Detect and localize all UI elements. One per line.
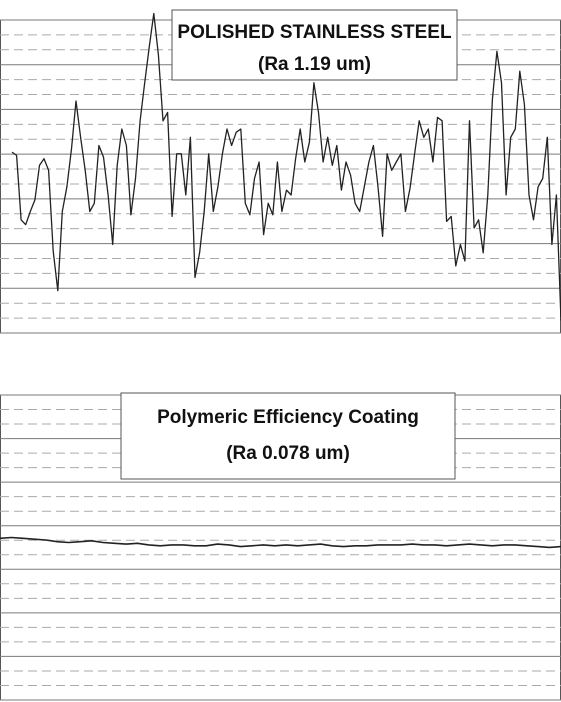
chart-title: POLISHED STAINLESS STEEL	[177, 22, 452, 43]
polymeric-coating-plot: Polymeric Efficiency Coating (Ra 0.078 um…	[0, 392, 561, 701]
roughness-profile-line	[11, 12, 561, 321]
roughness-profile-line	[0, 536, 561, 549]
chart-subtitle: (Ra 1.19 um)	[258, 54, 371, 75]
stainless-steel-chart: POLISHED STAINLESS STEEL (Ra 1.19 um)	[0, 0, 561, 340]
title-box	[120, 392, 456, 480]
chart-subtitle: (Ra 0.078 um)	[226, 443, 350, 464]
polymeric-coating-chart: Polymeric Efficiency Coating (Ra 0.078 um…	[0, 390, 561, 702]
stainless-steel-plot: POLISHED STAINLESS STEEL (Ra 1.19 um)	[0, 9, 561, 334]
chart-title: Polymeric Efficiency Coating	[157, 407, 419, 428]
title-box	[171, 9, 458, 81]
